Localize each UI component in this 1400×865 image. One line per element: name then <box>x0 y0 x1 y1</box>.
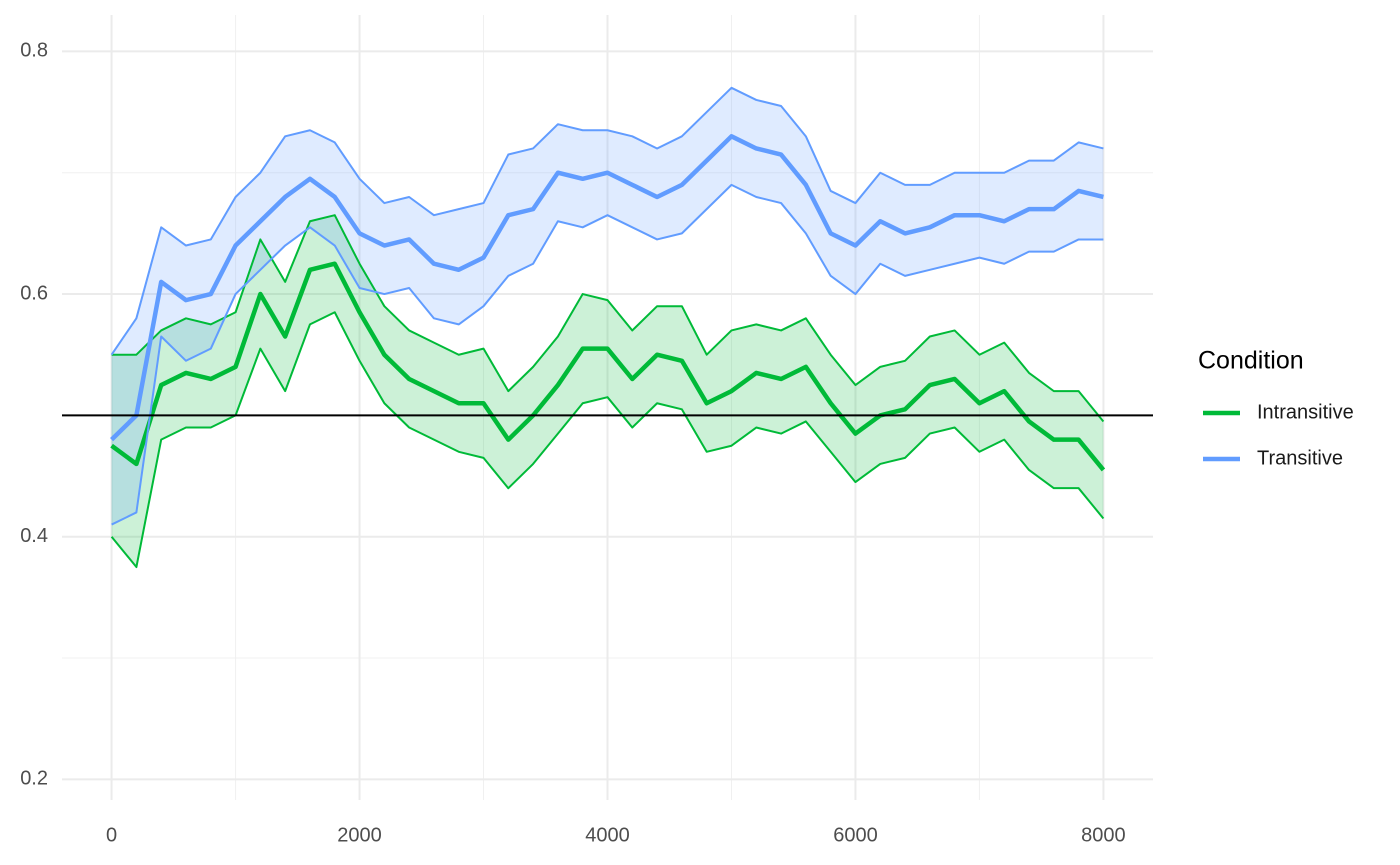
x-tick-label: 6000 <box>833 824 878 846</box>
mean-line <box>110 134 1104 442</box>
ribbon <box>111 215 1104 568</box>
ribbon <box>111 87 1104 525</box>
legend-label: Transitive <box>1257 447 1343 469</box>
y-tick-label: 0.6 <box>20 282 48 304</box>
y-tick-label: 0.2 <box>20 768 48 790</box>
x-tick-label: 2000 <box>337 824 382 846</box>
mean-line <box>110 261 1106 472</box>
x-tick-label: 4000 <box>585 824 630 846</box>
bound-line <box>111 214 1105 423</box>
bound-line <box>111 183 1104 526</box>
bound-line <box>110 311 1105 569</box>
bound-line <box>110 86 1104 356</box>
y-tick-label: 0.4 <box>20 525 48 547</box>
x-tick-label: 0 <box>106 824 117 846</box>
y-tick-label: 0.8 <box>20 40 48 62</box>
legend-label: Intransitive <box>1257 401 1354 423</box>
legend-title: Condition <box>1198 347 1304 375</box>
x-tick-label: 8000 <box>1081 824 1126 846</box>
